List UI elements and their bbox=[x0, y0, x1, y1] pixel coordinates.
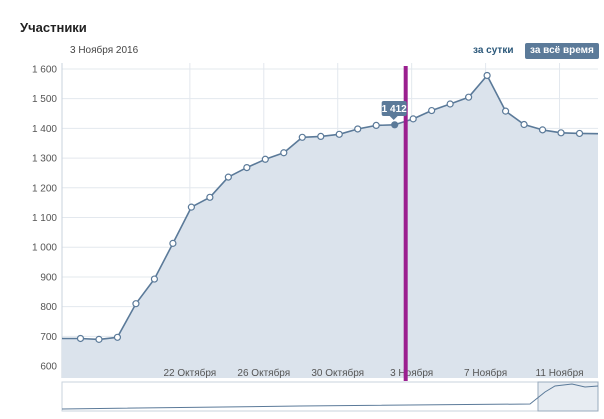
chart-area bbox=[62, 75, 598, 378]
x-tick-label: 11 Ноября bbox=[536, 367, 584, 379]
data-point bbox=[575, 129, 584, 138]
x-axis-ticks: 22 Октября 26 Октября 30 Октября 3 Ноября 7 … bbox=[163, 367, 583, 379]
data-point bbox=[187, 203, 195, 211]
data-point bbox=[483, 71, 491, 80]
y-tick-label: 1 600 bbox=[32, 64, 57, 75]
data-point bbox=[113, 333, 122, 341]
y-tick-label: 1 300 bbox=[32, 154, 57, 165]
data-point bbox=[150, 275, 159, 283]
x-tick-label: 3 Ноября bbox=[390, 367, 433, 379]
data-point bbox=[298, 133, 306, 141]
y-tick-label: 1 400 bbox=[32, 124, 57, 135]
chart-title: Участники bbox=[20, 20, 87, 35]
data-point bbox=[428, 106, 436, 115]
data-point bbox=[317, 132, 325, 141]
data-point bbox=[391, 121, 399, 129]
value-tooltip: 1 412 bbox=[382, 101, 407, 120]
data-point bbox=[557, 129, 565, 137]
y-tick-label: 900 bbox=[40, 272, 57, 283]
chart-line-layer bbox=[62, 74, 599, 341]
data-point bbox=[261, 155, 269, 163]
x-tick-label: 7 Ноября bbox=[464, 367, 507, 379]
data-point bbox=[372, 121, 380, 130]
range-all-button[interactable]: за всё время bbox=[525, 43, 599, 59]
data-point bbox=[132, 300, 140, 308]
navigator-line bbox=[61, 383, 599, 410]
data-point bbox=[446, 100, 454, 108]
x-tick-label: 26 Октября bbox=[237, 367, 290, 379]
x-tick-label: 22 Октября bbox=[163, 367, 216, 379]
y-tick-label: 600 bbox=[40, 362, 57, 373]
data-point bbox=[335, 130, 343, 138]
data-point bbox=[243, 164, 251, 172]
chart-points-layer bbox=[76, 71, 584, 343]
x-tick-label: 30 Октября bbox=[311, 367, 364, 379]
data-point bbox=[501, 107, 510, 115]
data-point bbox=[520, 120, 528, 129]
range-day-link[interactable]: за сутки bbox=[473, 45, 514, 56]
tooltip-pointer bbox=[389, 116, 398, 120]
y-tick-label: 1 100 bbox=[32, 213, 57, 224]
y-tick-label: 800 bbox=[40, 302, 57, 313]
y-tick-label: 700 bbox=[40, 332, 57, 343]
y-axis-ticks: 600 700 800 900 1 000 1 100 1 200 1 300 1 400 1 5… bbox=[32, 64, 57, 372]
data-point bbox=[76, 334, 85, 343]
data-point bbox=[354, 125, 362, 133]
series-line bbox=[62, 74, 599, 341]
data-point bbox=[280, 149, 288, 157]
tooltip-value-label: 1 412 bbox=[382, 104, 407, 115]
navigator-frame bbox=[61, 381, 599, 412]
data-point bbox=[224, 173, 232, 181]
data-point bbox=[409, 115, 417, 123]
data-point bbox=[465, 93, 473, 101]
y-tick-label: 1 200 bbox=[32, 183, 57, 194]
data-point bbox=[206, 193, 214, 201]
data-point bbox=[169, 239, 177, 247]
hover-date-label: 3 Ноября 2016 bbox=[70, 45, 139, 56]
tooltip-box bbox=[381, 101, 407, 116]
range-navigator[interactable] bbox=[61, 381, 599, 412]
y-tick-label: 1 000 bbox=[32, 243, 57, 254]
data-point bbox=[95, 335, 103, 343]
data-point bbox=[538, 126, 547, 134]
y-tick-label: 1 500 bbox=[32, 94, 57, 105]
chart-area-layer bbox=[62, 75, 598, 378]
